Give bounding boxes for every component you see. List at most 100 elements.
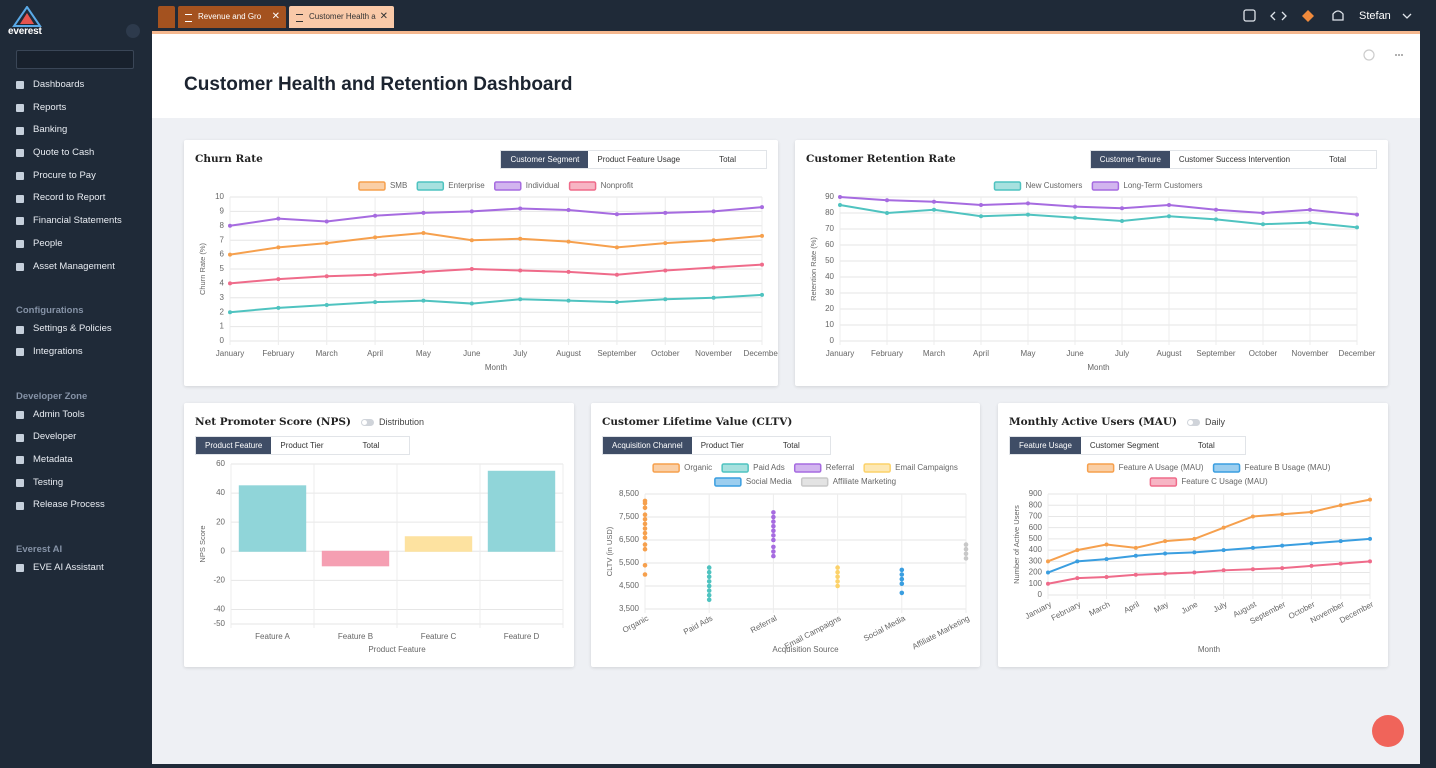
nav-item[interactable]: Integrations bbox=[0, 341, 152, 364]
x-tick-label: March bbox=[1088, 600, 1112, 618]
view-button[interactable]: Total bbox=[1329, 155, 1346, 164]
x-tick-label: October bbox=[1249, 349, 1278, 358]
point bbox=[838, 195, 842, 199]
view-button[interactable]: Customer Segment bbox=[501, 151, 589, 168]
point bbox=[760, 262, 764, 267]
point bbox=[1104, 542, 1109, 547]
icon[interactable] bbox=[1270, 11, 1287, 21]
view-button[interactable]: Product Tier bbox=[700, 441, 744, 450]
nav-item[interactable]: Banking bbox=[0, 119, 152, 142]
series-line bbox=[839, 196, 1358, 216]
point bbox=[642, 517, 648, 522]
point bbox=[1104, 557, 1109, 562]
legend-item: Email Campaigns bbox=[863, 463, 958, 473]
series-line bbox=[1047, 560, 1371, 585]
nav-item[interactable]: Settings & Policies bbox=[0, 318, 152, 341]
legend-label: Organic bbox=[684, 463, 712, 472]
nav-item[interactable]: Testing bbox=[0, 472, 152, 495]
nav-item[interactable]: Metadata bbox=[0, 449, 152, 472]
icon[interactable] bbox=[1243, 9, 1256, 22]
view-button[interactable]: Product Feature bbox=[196, 437, 272, 454]
point bbox=[706, 583, 712, 589]
point bbox=[276, 216, 281, 221]
toolbar-icons bbox=[1243, 9, 1412, 22]
legend-item: Social Media bbox=[714, 477, 792, 487]
y-tick-label: 50 bbox=[825, 256, 834, 265]
nav-label: Record to Report bbox=[33, 192, 106, 204]
tab[interactable]: Revenue and Gro ✕ bbox=[178, 6, 286, 28]
chart: -50 -40 -20 0 20 40 60 Feature A Feature B Featur… bbox=[198, 459, 564, 654]
x-axis-label: Product Feature bbox=[368, 645, 426, 654]
pin-tab[interactable] bbox=[158, 6, 175, 28]
nav-item[interactable]: Financial Statements bbox=[0, 210, 152, 233]
icon[interactable] bbox=[1402, 13, 1412, 19]
y-tick-label: 900 bbox=[1029, 489, 1043, 498]
point bbox=[469, 238, 474, 243]
x-tick-label: September bbox=[1196, 349, 1235, 358]
toggle[interactable]: Daily bbox=[1187, 417, 1225, 427]
view-button[interactable]: Feature Usage bbox=[1010, 437, 1081, 454]
nav-icon bbox=[16, 433, 24, 442]
point bbox=[1167, 214, 1171, 219]
y-tick-label: 300 bbox=[1029, 556, 1043, 565]
series-line bbox=[1047, 537, 1371, 574]
nav-item[interactable]: Procure to Pay bbox=[0, 165, 152, 188]
icon[interactable] bbox=[1302, 10, 1314, 22]
view-button[interactable]: Customer Success Intervention bbox=[1178, 155, 1291, 164]
x-tick-label: April bbox=[973, 349, 989, 358]
point bbox=[614, 300, 619, 305]
view-button[interactable]: Total bbox=[362, 441, 380, 450]
nav-label: Testing bbox=[33, 476, 64, 488]
collapse-button[interactable] bbox=[126, 24, 140, 38]
series-line bbox=[229, 263, 763, 285]
view-button[interactable]: Acquisition Channel bbox=[603, 437, 692, 454]
nav-item[interactable]: Reports bbox=[0, 97, 152, 120]
y-tick-label: 3,500 bbox=[619, 604, 640, 613]
nav-item[interactable]: Record to Report bbox=[0, 187, 152, 210]
point bbox=[706, 569, 712, 575]
nav-item[interactable]: People bbox=[0, 233, 152, 256]
view-button[interactable]: Customer Tenure bbox=[1090, 151, 1170, 168]
nav-item[interactable]: Asset Management bbox=[0, 256, 152, 279]
assistant-button[interactable] bbox=[1372, 715, 1404, 747]
nav-item[interactable]: Admin Tools bbox=[0, 404, 152, 427]
nav-item[interactable]: Developer bbox=[0, 426, 152, 449]
point bbox=[642, 546, 648, 552]
nav-item[interactable]: Dashboards bbox=[0, 74, 152, 97]
legend-label: Enterprise bbox=[448, 181, 485, 190]
point bbox=[614, 212, 619, 217]
tab-label: Customer Health a bbox=[309, 12, 376, 21]
view-button[interactable]: Total bbox=[719, 155, 736, 164]
view-button[interactable]: Total bbox=[1197, 441, 1215, 450]
search-box[interactable] bbox=[16, 50, 134, 69]
legend-label: Affiliate Marketing bbox=[833, 477, 896, 486]
legend-label: Individual bbox=[526, 181, 560, 190]
view-buttons: Product Feature Product Tier Total bbox=[195, 436, 411, 455]
x-axis-label: Month bbox=[1087, 363, 1109, 372]
switch[interactable] bbox=[1187, 418, 1200, 426]
switch[interactable] bbox=[361, 418, 374, 426]
nav-item[interactable]: EVE AI Assistant bbox=[0, 557, 152, 580]
search-icon[interactable] bbox=[1363, 49, 1375, 61]
nav-item[interactable]: Quote to Cash bbox=[0, 142, 152, 165]
tab[interactable]: Customer Health a ✕ bbox=[289, 6, 394, 28]
view-buttons: Acquisition Channel Product Tier Total bbox=[602, 436, 831, 455]
user-name[interactable]: Stefan bbox=[1359, 10, 1391, 22]
legend-label: Paid Ads bbox=[753, 463, 785, 472]
point bbox=[706, 597, 712, 603]
view-button[interactable]: Total bbox=[782, 441, 800, 450]
more-icon[interactable] bbox=[1395, 54, 1403, 56]
y-tick-label: 8,500 bbox=[619, 489, 640, 498]
chart-card: Customer Lifetime Value (CLTV) Acquisitio… bbox=[591, 403, 980, 667]
view-button[interactable]: Product Tier bbox=[280, 441, 324, 450]
point bbox=[614, 245, 619, 250]
view-button[interactable]: Customer Segment bbox=[1089, 441, 1159, 450]
nav-item[interactable]: Release Process bbox=[0, 494, 152, 517]
x-tick-label: March bbox=[316, 349, 338, 358]
toggle[interactable]: Distribution bbox=[361, 417, 424, 427]
point bbox=[1214, 207, 1218, 212]
icon[interactable] bbox=[1332, 10, 1344, 21]
view-button[interactable]: Product Feature Usage bbox=[597, 155, 681, 164]
legend-swatch bbox=[358, 181, 386, 191]
toggle-label: Daily bbox=[1205, 417, 1226, 427]
